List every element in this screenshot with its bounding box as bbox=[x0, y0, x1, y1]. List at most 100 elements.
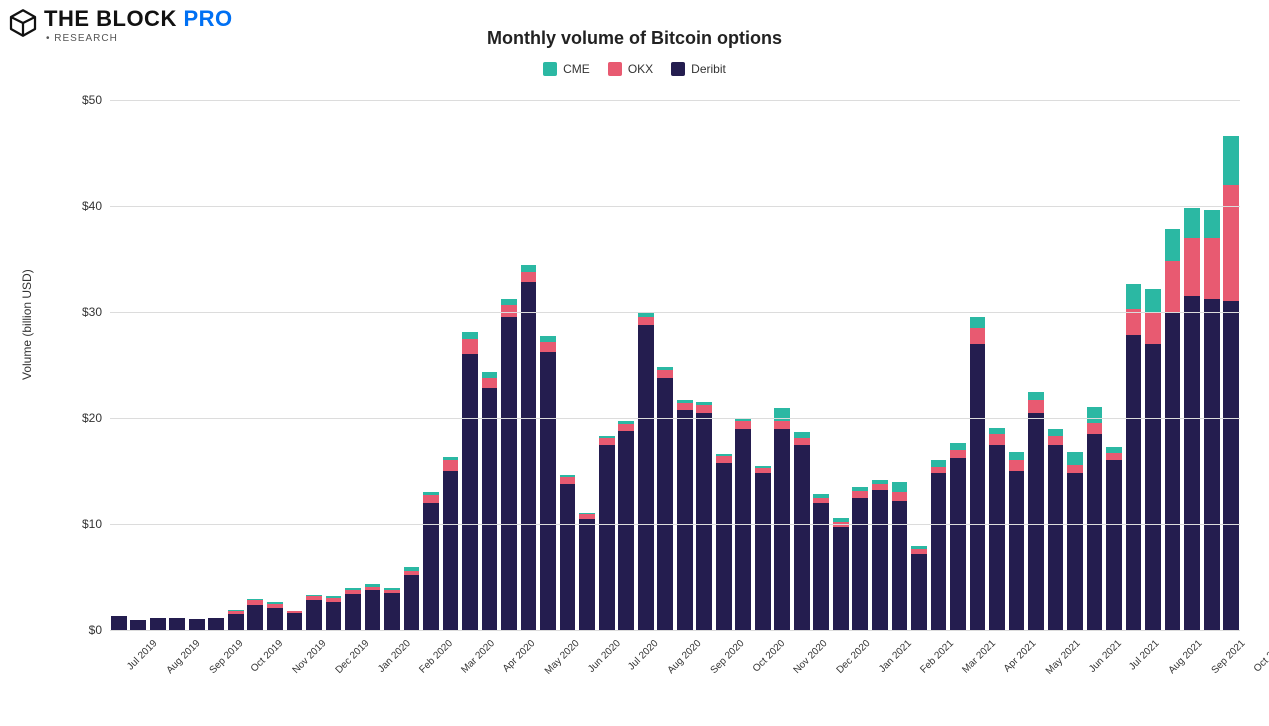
bar bbox=[130, 100, 148, 630]
bars-container bbox=[110, 100, 1240, 630]
x-tick-label: Feb 2020 bbox=[417, 638, 455, 676]
bar-segment-deribit bbox=[365, 590, 381, 630]
legend-item-okx: OKX bbox=[608, 62, 653, 76]
bar bbox=[969, 100, 987, 630]
bar-segment-okx bbox=[638, 317, 654, 324]
x-tick-label: Aug 2021 bbox=[1166, 638, 1204, 676]
y-tick-label: $10 bbox=[82, 517, 102, 531]
bar-segment-deribit bbox=[404, 575, 420, 630]
legend: CMEOKXDeribit bbox=[0, 62, 1269, 76]
legend-label: CME bbox=[563, 62, 590, 76]
bar-segment-deribit bbox=[716, 463, 732, 630]
bar-segment-deribit bbox=[462, 354, 478, 630]
bar bbox=[325, 100, 343, 630]
bar bbox=[539, 100, 557, 630]
x-tick-label: Jul 2021 bbox=[1127, 638, 1162, 673]
x-tick-label: Mar 2021 bbox=[961, 638, 999, 676]
bar bbox=[832, 100, 850, 630]
y-tick-label: $50 bbox=[82, 93, 102, 107]
bar-segment-deribit bbox=[872, 490, 888, 630]
bar-segment-deribit bbox=[735, 429, 751, 630]
bar-segment-okx bbox=[1087, 423, 1103, 434]
bar-segment-cme bbox=[1028, 392, 1044, 400]
bar bbox=[1105, 100, 1123, 630]
bar-segment-deribit bbox=[989, 445, 1005, 631]
bar-segment-deribit bbox=[1126, 335, 1142, 630]
bar-segment-okx bbox=[1204, 238, 1220, 299]
bar bbox=[813, 100, 831, 630]
x-tick-label: Jul 2019 bbox=[125, 638, 160, 673]
bar bbox=[364, 100, 382, 630]
x-tick-label: Nov 2020 bbox=[792, 638, 830, 676]
bar-segment-deribit bbox=[189, 619, 205, 630]
legend-item-cme: CME bbox=[543, 62, 590, 76]
bar-segment-deribit bbox=[423, 503, 439, 630]
bar-segment-deribit bbox=[1184, 296, 1200, 630]
bar-segment-deribit bbox=[208, 618, 224, 630]
bar-segment-okx bbox=[735, 421, 751, 428]
bar bbox=[266, 100, 284, 630]
bar-segment-deribit bbox=[267, 608, 283, 630]
x-tick-label: Oct 2021 bbox=[1251, 638, 1269, 674]
bar-segment-deribit bbox=[618, 431, 634, 630]
bar bbox=[891, 100, 909, 630]
bar bbox=[1222, 100, 1240, 630]
bar-segment-okx bbox=[1184, 238, 1200, 296]
bar-segment-deribit bbox=[326, 602, 342, 630]
bar bbox=[344, 100, 362, 630]
bar bbox=[988, 100, 1006, 630]
bar-segment-deribit bbox=[892, 501, 908, 630]
x-tick-label: Dec 2020 bbox=[834, 638, 872, 676]
x-tick-label: Oct 2019 bbox=[249, 638, 285, 674]
bar-segment-cme bbox=[774, 408, 790, 421]
x-tick-label: Jun 2020 bbox=[586, 638, 623, 675]
grid-line bbox=[110, 312, 1240, 313]
bar bbox=[149, 100, 167, 630]
bar-segment-okx bbox=[970, 328, 986, 344]
bar bbox=[208, 100, 226, 630]
grid-line bbox=[110, 100, 1240, 101]
bar-segment-deribit bbox=[1145, 344, 1161, 630]
x-tick-label: Jun 2021 bbox=[1087, 638, 1124, 675]
bar bbox=[695, 100, 713, 630]
bar-segment-cme bbox=[970, 317, 986, 328]
bar-segment-okx bbox=[657, 370, 673, 377]
bar bbox=[227, 100, 245, 630]
bar-segment-deribit bbox=[560, 484, 576, 630]
bar-segment-deribit bbox=[169, 618, 185, 630]
bar-segment-deribit bbox=[696, 413, 712, 630]
x-tick-label: Sep 2019 bbox=[207, 638, 245, 676]
x-tick-label: Jan 2020 bbox=[376, 638, 413, 675]
bar-segment-cme bbox=[1165, 229, 1181, 261]
bar bbox=[871, 100, 889, 630]
bar bbox=[403, 100, 421, 630]
x-tick-label: Sep 2021 bbox=[1209, 638, 1247, 676]
bar-segment-deribit bbox=[970, 344, 986, 630]
bar-segment-cme bbox=[1048, 429, 1064, 436]
bar bbox=[1027, 100, 1045, 630]
bar-segment-cme bbox=[1184, 208, 1200, 238]
bar-segment-okx bbox=[774, 421, 790, 428]
bar-segment-deribit bbox=[1106, 460, 1122, 630]
bar-segment-cme bbox=[1223, 136, 1239, 185]
bar bbox=[383, 100, 401, 630]
x-tick-label: May 2021 bbox=[1044, 638, 1083, 677]
bar-segment-okx bbox=[521, 272, 537, 283]
grid-line bbox=[110, 206, 1240, 207]
bar-segment-deribit bbox=[911, 554, 927, 630]
bar bbox=[578, 100, 596, 630]
bar-segment-deribit bbox=[150, 618, 166, 630]
y-axis-label: Volume (billion USD) bbox=[20, 269, 34, 380]
bar bbox=[637, 100, 655, 630]
bar bbox=[422, 100, 440, 630]
x-tick-label: May 2020 bbox=[543, 638, 582, 677]
chart-title: Monthly volume of Bitcoin options bbox=[0, 28, 1269, 49]
bar-segment-okx bbox=[1048, 436, 1064, 444]
bar-segment-okx bbox=[1067, 465, 1083, 473]
bar-segment-okx bbox=[1223, 185, 1239, 302]
chart-plot-area: $0$10$20$30$40$50 bbox=[110, 100, 1240, 630]
bar bbox=[1144, 100, 1162, 630]
y-tick-label: $20 bbox=[82, 411, 102, 425]
bar bbox=[520, 100, 538, 630]
x-tick-label: Oct 2020 bbox=[750, 638, 786, 674]
